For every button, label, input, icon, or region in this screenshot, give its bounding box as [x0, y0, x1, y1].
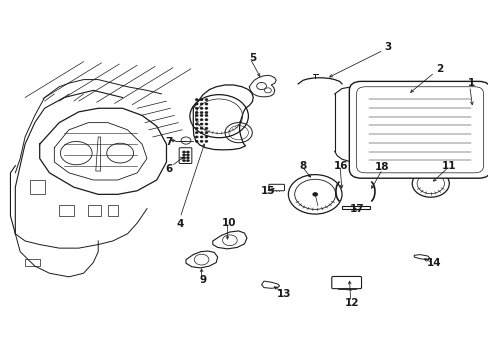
FancyBboxPatch shape [331, 276, 361, 289]
Circle shape [195, 114, 198, 117]
Text: 12: 12 [344, 298, 358, 308]
Circle shape [200, 107, 203, 109]
Circle shape [186, 151, 189, 153]
Text: 2: 2 [435, 64, 442, 74]
Circle shape [204, 136, 207, 138]
Circle shape [200, 140, 203, 142]
Circle shape [204, 99, 207, 101]
Text: 7: 7 [165, 138, 172, 147]
Circle shape [200, 103, 203, 105]
Circle shape [195, 112, 198, 114]
Circle shape [182, 159, 185, 162]
Polygon shape [413, 255, 429, 260]
Text: 9: 9 [199, 275, 206, 285]
Circle shape [195, 140, 198, 142]
Text: 16: 16 [333, 161, 347, 171]
Circle shape [195, 107, 198, 109]
Text: 14: 14 [426, 258, 440, 268]
Circle shape [204, 123, 207, 125]
Text: 8: 8 [299, 161, 306, 171]
Circle shape [182, 154, 185, 156]
Text: 6: 6 [165, 164, 172, 174]
Circle shape [200, 127, 203, 130]
Circle shape [182, 151, 185, 153]
Circle shape [312, 193, 317, 196]
Circle shape [204, 114, 207, 117]
Circle shape [204, 103, 207, 105]
Circle shape [195, 123, 198, 125]
Text: 17: 17 [348, 204, 363, 214]
Text: 11: 11 [441, 161, 456, 171]
Polygon shape [341, 206, 369, 209]
Circle shape [186, 154, 189, 156]
Circle shape [204, 119, 207, 121]
Circle shape [182, 157, 185, 159]
Circle shape [204, 132, 207, 134]
Circle shape [195, 119, 198, 121]
Circle shape [195, 136, 198, 138]
Circle shape [195, 99, 198, 101]
Circle shape [186, 157, 189, 159]
Polygon shape [261, 281, 279, 288]
Circle shape [200, 123, 203, 125]
Circle shape [195, 132, 198, 134]
Text: 10: 10 [221, 218, 236, 228]
Circle shape [204, 107, 207, 109]
Text: 5: 5 [249, 53, 256, 63]
Text: 1: 1 [467, 78, 474, 88]
Circle shape [204, 140, 207, 142]
Circle shape [200, 112, 203, 114]
Circle shape [204, 127, 207, 130]
Circle shape [195, 127, 198, 130]
Text: 13: 13 [277, 289, 291, 299]
Text: 18: 18 [374, 162, 388, 172]
Circle shape [200, 136, 203, 138]
Circle shape [200, 114, 203, 117]
FancyBboxPatch shape [268, 184, 284, 191]
Circle shape [195, 103, 198, 105]
Circle shape [186, 159, 189, 162]
Text: 3: 3 [384, 42, 391, 52]
Circle shape [200, 99, 203, 101]
Polygon shape [337, 288, 355, 289]
Polygon shape [185, 251, 217, 268]
Circle shape [200, 132, 203, 134]
Polygon shape [212, 231, 246, 249]
Text: 4: 4 [176, 219, 183, 229]
Circle shape [204, 112, 207, 114]
Circle shape [200, 119, 203, 121]
Text: 15: 15 [260, 186, 275, 197]
FancyBboxPatch shape [348, 81, 488, 178]
